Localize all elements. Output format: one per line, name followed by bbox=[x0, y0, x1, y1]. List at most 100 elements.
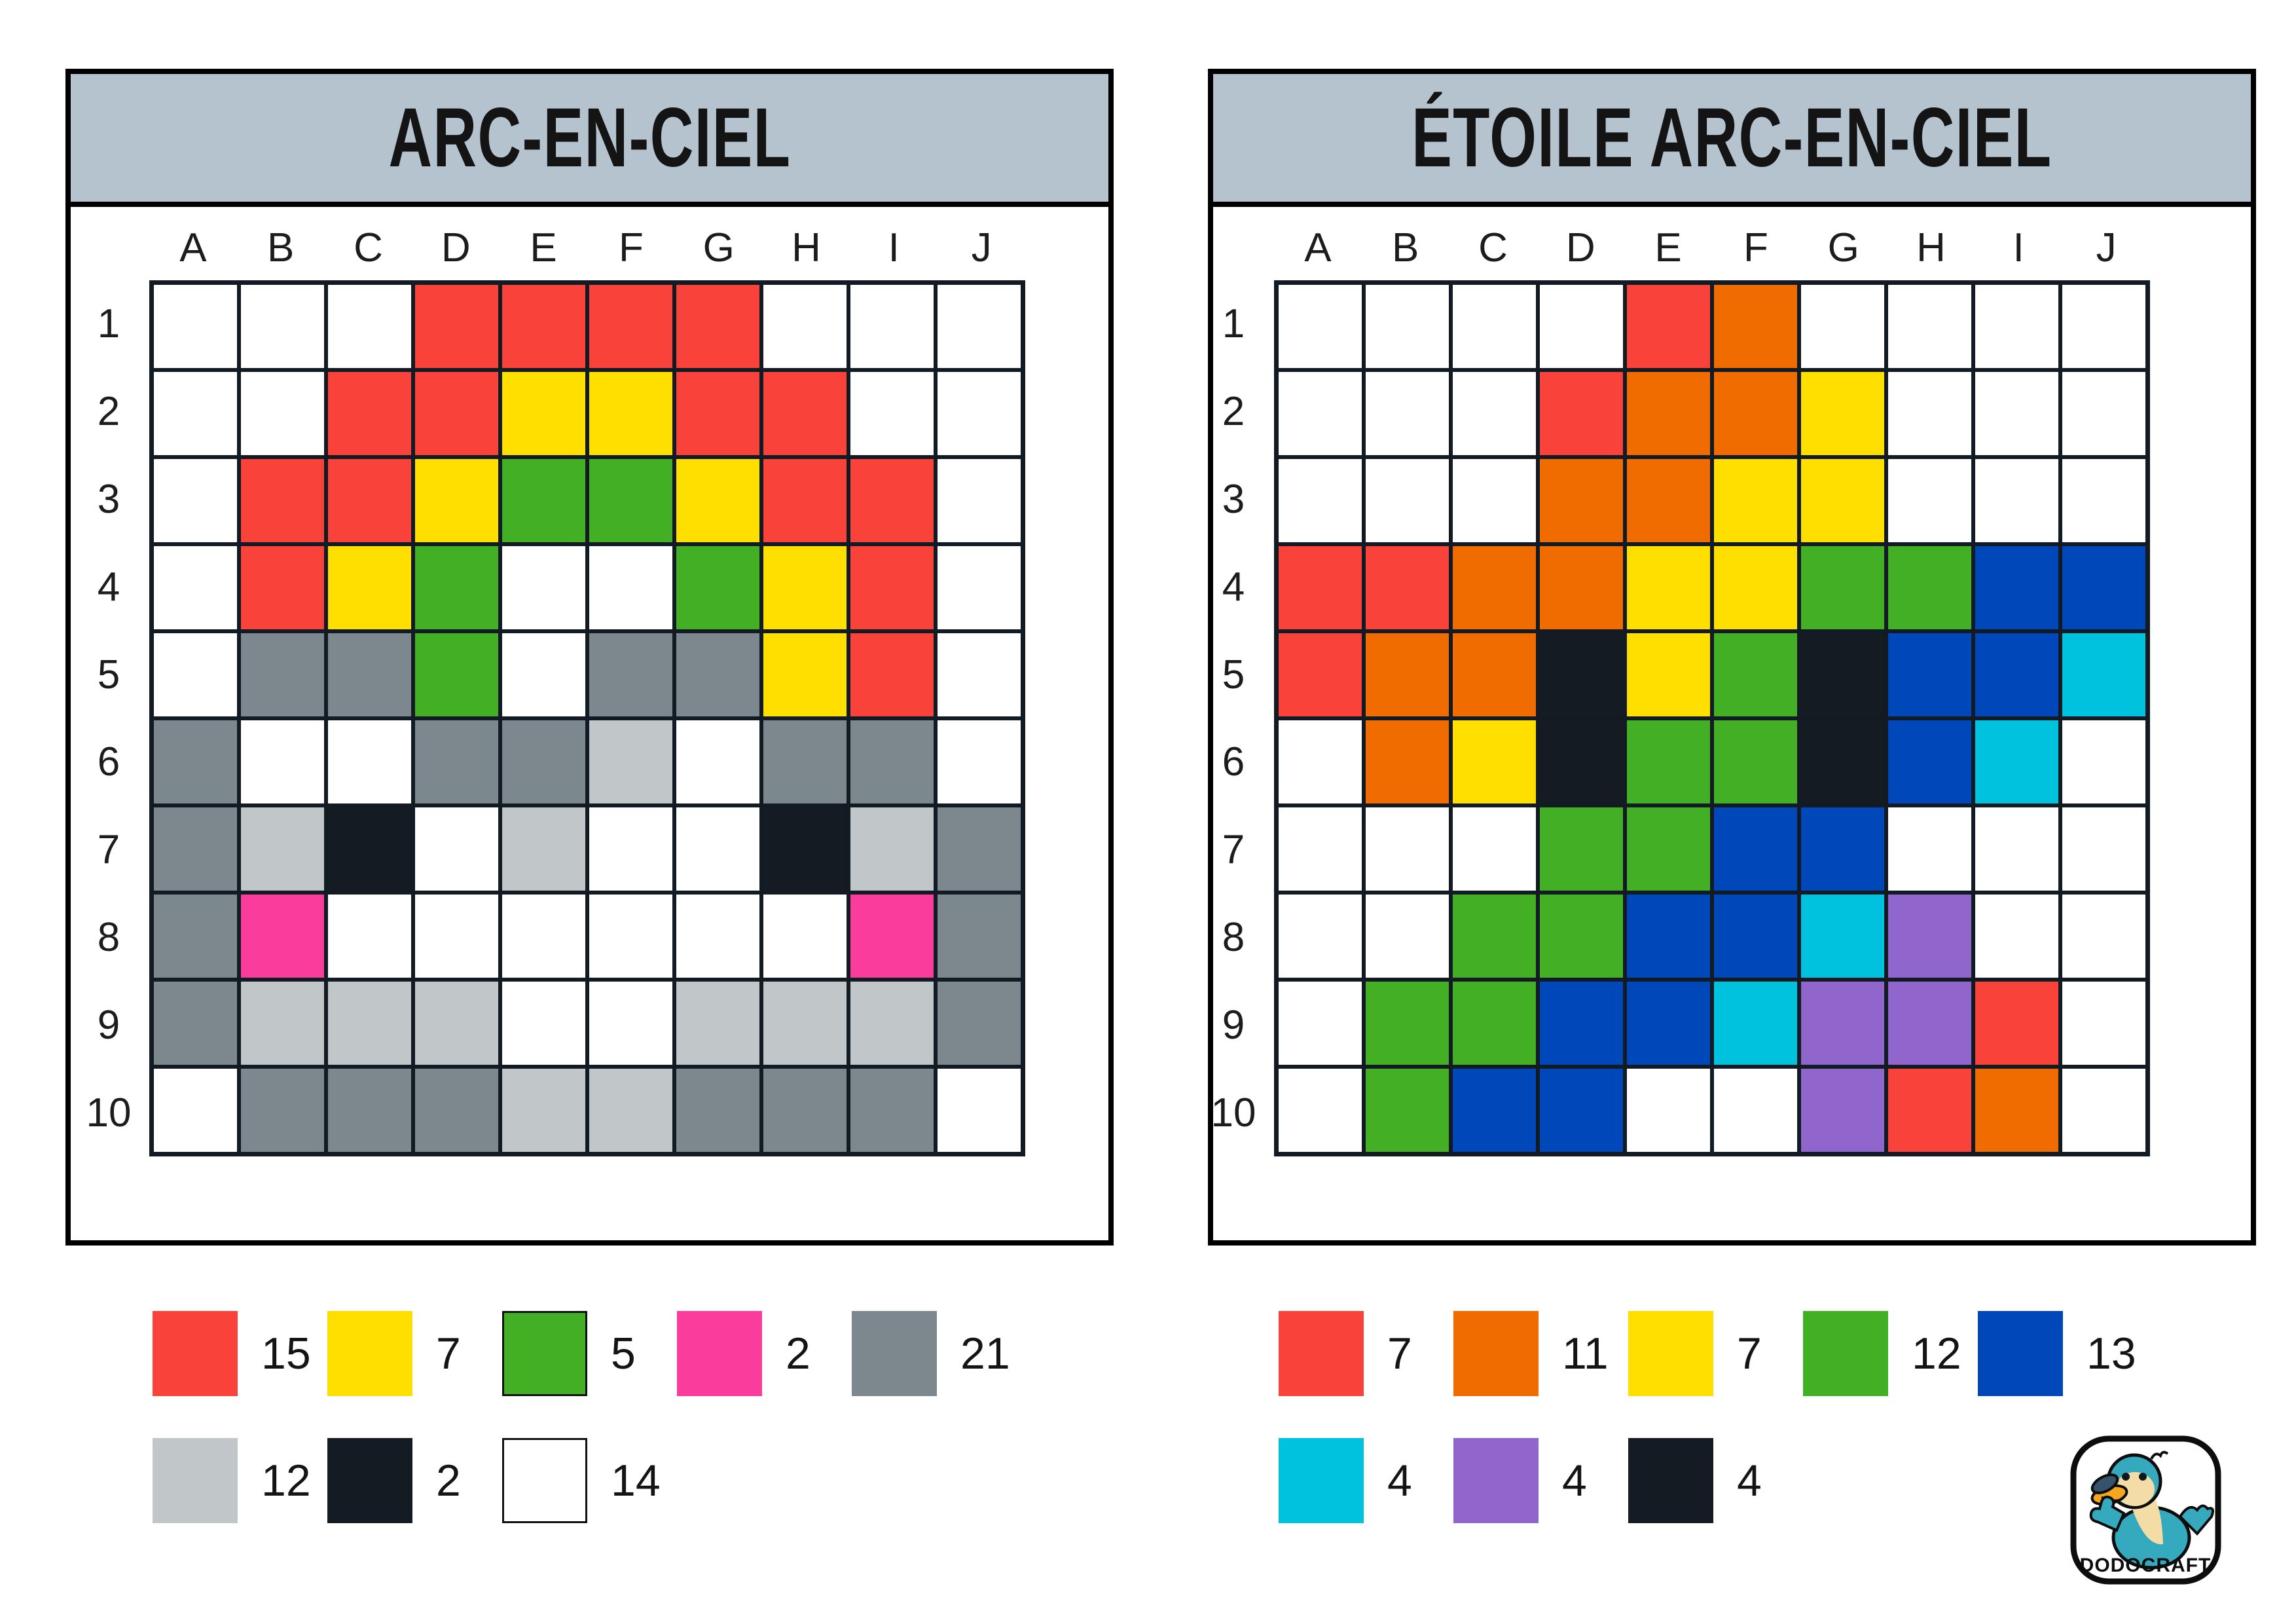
grid-cell-A6 bbox=[154, 720, 237, 803]
grid-cell-B7 bbox=[241, 807, 324, 891]
grid-cell-E6 bbox=[1627, 720, 1710, 803]
grid-cell-D9 bbox=[1540, 982, 1623, 1065]
column-letters: A B C D E F G H I J bbox=[149, 225, 1025, 270]
grid-cell-I9 bbox=[850, 982, 934, 1065]
grid-cell-C7 bbox=[1453, 807, 1536, 891]
column-letter-E: E bbox=[530, 225, 557, 270]
grid-cell-E7 bbox=[1627, 807, 1710, 891]
grid-cell-D5 bbox=[415, 633, 498, 716]
dodocraft-logo: DODOCRAFT bbox=[2069, 1434, 2223, 1586]
grid-cell-E6 bbox=[502, 720, 585, 803]
grid-cell-I9 bbox=[1975, 982, 2058, 1065]
grid-cell-J8 bbox=[2062, 895, 2145, 978]
grid-cell-I1 bbox=[1975, 285, 2058, 368]
grid-cell-F8 bbox=[589, 895, 672, 978]
grid-cell-B3 bbox=[241, 459, 324, 542]
pixel-grid bbox=[149, 280, 1025, 1156]
grid-cell-J2 bbox=[938, 372, 1021, 455]
legend-row: 4 4 4 bbox=[1279, 1438, 2153, 1523]
grid-cell-C3 bbox=[1453, 459, 1536, 542]
grid-cell-C3 bbox=[328, 459, 411, 542]
grid-cell-B10 bbox=[241, 1069, 324, 1152]
grid-cell-F2 bbox=[589, 372, 672, 455]
row-number-9: 9 bbox=[1222, 1002, 1245, 1048]
grid-cell-H6 bbox=[763, 720, 847, 803]
grid-cell-H1 bbox=[1888, 285, 1971, 368]
legend-item-pink: 2 bbox=[677, 1311, 852, 1396]
grid-cell-I2 bbox=[850, 372, 934, 455]
grid-cell-A4 bbox=[1279, 546, 1362, 629]
legend-count: 11 bbox=[1562, 1329, 1609, 1378]
legend-item-black: 4 bbox=[1628, 1438, 1803, 1523]
grid-cell-J3 bbox=[938, 459, 1021, 542]
grid-cell-D7 bbox=[1540, 807, 1623, 891]
grid-cell-F3 bbox=[1714, 459, 1797, 542]
column-letter-D: D bbox=[1565, 225, 1595, 270]
row-number-9: 9 bbox=[97, 1002, 120, 1048]
grid-cell-C4 bbox=[1453, 546, 1536, 629]
grid-cell-H1 bbox=[763, 285, 847, 368]
grid-cell-G9 bbox=[1801, 982, 1884, 1065]
grid-cell-A3 bbox=[154, 459, 237, 542]
column-letter-H: H bbox=[792, 225, 821, 270]
grid-cell-E2 bbox=[502, 372, 585, 455]
grid-cell-G4 bbox=[676, 546, 759, 629]
grid-cell-B2 bbox=[241, 372, 324, 455]
grid-cell-F10 bbox=[1714, 1069, 1797, 1152]
grid-cell-B4 bbox=[241, 546, 324, 629]
legend-count: 4 bbox=[1737, 1456, 1762, 1505]
legend-count: 12 bbox=[261, 1456, 311, 1505]
legend-swatch-yellow bbox=[1628, 1311, 1713, 1396]
grid-cell-D6 bbox=[1540, 720, 1623, 803]
grid-cell-J5 bbox=[2062, 633, 2145, 716]
legend-etoile-arc-en-ciel: 7 11 7 12 13 4 4 4 bbox=[1279, 1311, 2153, 1565]
grid-cell-G6 bbox=[676, 720, 759, 803]
row-number-2: 2 bbox=[1222, 389, 1245, 435]
grid-cell-E5 bbox=[502, 633, 585, 716]
row-number-10: 10 bbox=[1211, 1090, 1256, 1135]
grid-cell-D8 bbox=[415, 895, 498, 978]
grid-cell-A3 bbox=[1279, 459, 1362, 542]
row-number-6: 6 bbox=[97, 739, 120, 785]
grid-cell-C4 bbox=[328, 546, 411, 629]
grid-cell-I7 bbox=[1975, 807, 2058, 891]
row-number-5: 5 bbox=[1222, 652, 1245, 697]
grid-cell-C7 bbox=[328, 807, 411, 891]
legend-swatch-red bbox=[1279, 1311, 1364, 1396]
legend-count: 2 bbox=[786, 1329, 811, 1378]
grid-cell-A1 bbox=[1279, 285, 1362, 368]
legend-count: 15 bbox=[261, 1329, 311, 1378]
grid-cell-B4 bbox=[1366, 546, 1449, 629]
grid-cell-E3 bbox=[1627, 459, 1710, 542]
legend-swatch-black bbox=[1628, 1438, 1713, 1523]
grid-cell-C10 bbox=[328, 1069, 411, 1152]
grid-cell-I4 bbox=[850, 546, 934, 629]
grid-cell-F7 bbox=[1714, 807, 1797, 891]
grid-cell-B2 bbox=[1366, 372, 1449, 455]
dodo-wing bbox=[2178, 1504, 2214, 1536]
grid-cell-B7 bbox=[1366, 807, 1449, 891]
grid-cell-C2 bbox=[328, 372, 411, 455]
grid-cell-I6 bbox=[850, 720, 934, 803]
row-number-7: 7 bbox=[1222, 827, 1245, 873]
legend-count: 5 bbox=[611, 1329, 636, 1378]
grid-cell-G10 bbox=[676, 1069, 759, 1152]
column-letters: A B C D E F G H I J bbox=[1274, 225, 2150, 270]
legend-swatch-orange bbox=[1453, 1311, 1539, 1396]
row-number-2: 2 bbox=[97, 389, 120, 435]
column-letter-F: F bbox=[1743, 225, 1768, 270]
grid-cell-H7 bbox=[1888, 807, 1971, 891]
legend-count: 13 bbox=[2086, 1329, 2136, 1378]
grid-cell-F4 bbox=[1714, 546, 1797, 629]
legend-item-red: 7 bbox=[1279, 1311, 1453, 1396]
grid-cell-A7 bbox=[154, 807, 237, 891]
grid-cell-B3 bbox=[1366, 459, 1449, 542]
panel-title: ARC-EN-CIEL bbox=[388, 91, 791, 185]
column-letter-B: B bbox=[267, 225, 295, 270]
grid-cell-I6 bbox=[1975, 720, 2058, 803]
grid-cell-D3 bbox=[1540, 459, 1623, 542]
grid-cell-E1 bbox=[502, 285, 585, 368]
legend-item-purple: 4 bbox=[1453, 1438, 1628, 1523]
grid-cell-E8 bbox=[502, 895, 585, 978]
grid-cell-H2 bbox=[1888, 372, 1971, 455]
